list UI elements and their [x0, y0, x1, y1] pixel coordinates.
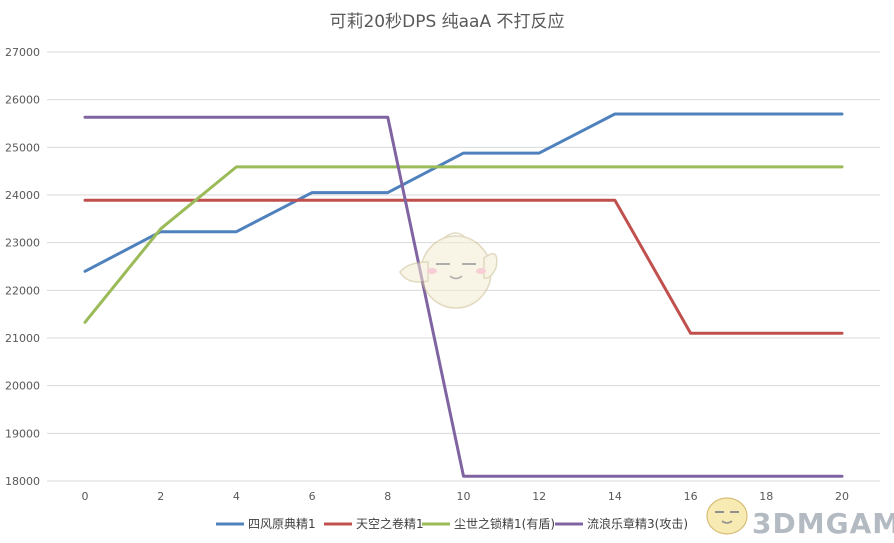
y-tick-label: 19000 [5, 427, 40, 440]
x-tick-label: 16 [684, 490, 698, 503]
series-line [83, 115, 844, 478]
y-tick-label: 27000 [5, 46, 40, 59]
watermark-text: 3DMGAME [752, 507, 894, 540]
chart-legend: 四风原典精1 天空之卷精1 尘世之锁精1(有盾) 流浪乐章精3(攻击) [216, 516, 688, 531]
legend-label: 流浪乐章精3(攻击) [587, 516, 688, 531]
legend-label: 四风原典精1 [248, 517, 316, 531]
x-tick-label: 12 [532, 490, 546, 503]
x-tick-label: 0 [82, 490, 89, 503]
legend-label: 尘世之锁精1(有盾) [454, 516, 555, 531]
x-tick-label: 8 [384, 490, 391, 503]
x-tick-label: 20 [835, 490, 849, 503]
y-tick-label: 26000 [5, 94, 40, 107]
axis-layer: 18000 19000 20000 21000 22000 23000 24000 25000… [5, 46, 849, 503]
series-layer [83, 112, 844, 478]
y-tick-label: 20000 [5, 380, 40, 393]
y-tick-label: 21000 [5, 332, 40, 345]
y-tick-label: 23000 [5, 237, 40, 250]
3dmgame-logo-watermark: 3DMGAME [706, 497, 894, 540]
x-tick-label: 6 [309, 490, 316, 503]
chart-title: 可莉20秒DPS 纯aaA 不打反应 [329, 12, 564, 32]
y-tick-label: 25000 [5, 141, 40, 154]
x-tick-label: 10 [457, 490, 471, 503]
y-tick-label: 18000 [5, 475, 40, 488]
mascot-watermark-icon [399, 232, 498, 309]
legend-label: 天空之卷精1 [356, 516, 424, 531]
x-tick-label: 4 [233, 490, 240, 503]
y-tick-label: 22000 [5, 284, 40, 297]
series-line [83, 112, 844, 273]
x-tick-label: 14 [608, 490, 622, 503]
y-tick-label: 24000 [5, 189, 40, 202]
x-tick-label: 18 [759, 490, 773, 503]
series-line [83, 165, 844, 324]
x-tick-label: 2 [157, 490, 164, 503]
series-line [83, 198, 844, 335]
